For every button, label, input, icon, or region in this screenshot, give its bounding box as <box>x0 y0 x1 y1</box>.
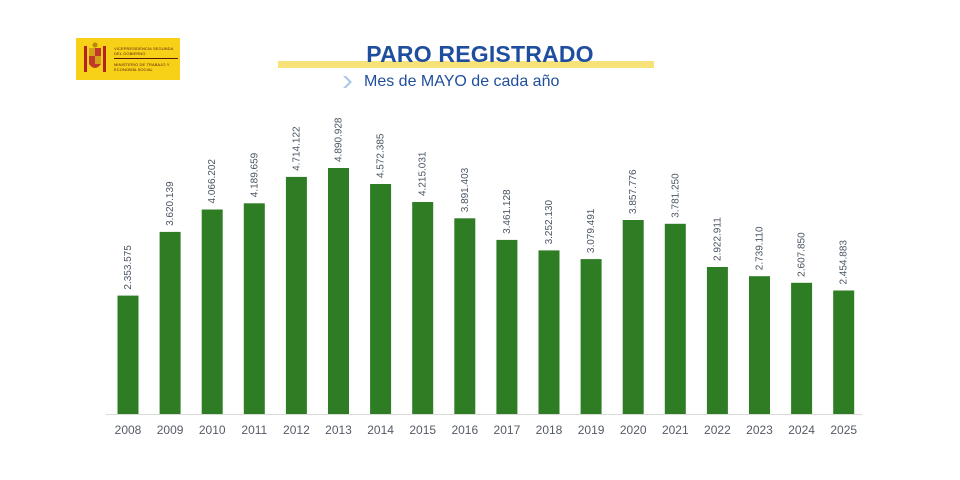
value-label-2014: 4.572.385 <box>376 133 387 178</box>
x-tick-label-2012: 2012 <box>283 423 310 437</box>
value-label-2008: 2.353.575 <box>123 245 134 290</box>
bar-2015 <box>412 202 434 414</box>
bar-2010 <box>201 209 223 414</box>
x-tick-label-2021: 2021 <box>662 423 689 437</box>
chart-title: PARO REGISTRADO <box>366 41 594 67</box>
x-tick-label-2024: 2024 <box>788 423 815 437</box>
x-tick-label-2018: 2018 <box>536 423 563 437</box>
bar-2016 <box>454 218 476 414</box>
coat-of-arms-icon <box>84 42 106 72</box>
bar-2014 <box>370 184 392 414</box>
subtitle-row: Mes de MAYO de cada año <box>340 73 559 91</box>
chevron-right-icon <box>343 76 352 88</box>
value-label-2017: 3.461.128 <box>502 189 513 234</box>
value-label-2018: 3.252.130 <box>544 200 555 245</box>
logo-line-1: VICEPRESIDENCIA SEGUNDA DEL GOBIERNO <box>114 45 174 56</box>
bar-2021 <box>664 223 686 414</box>
bar-2025 <box>833 290 855 414</box>
bar-2008 <box>117 295 139 414</box>
value-label-2021: 3.781.250 <box>670 173 681 218</box>
value-label-2025: 2.454.883 <box>839 240 850 285</box>
value-label-2010: 4.066.202 <box>207 159 218 204</box>
x-tick-label-2009: 2009 <box>157 423 184 437</box>
bar-2013 <box>328 168 349 414</box>
bar-2024 <box>791 282 813 414</box>
logo-text: VICEPRESIDENCIA SEGUNDA DEL GOBIERNO MIN… <box>114 45 178 73</box>
bar-2019 <box>580 259 602 414</box>
value-label-2011: 4.189.659 <box>249 152 260 197</box>
x-tick-label-2011: 2011 <box>241 423 267 437</box>
value-label-2020: 3.857.776 <box>628 169 639 214</box>
x-tick-label-2015: 2015 <box>409 423 436 437</box>
bar-2017 <box>496 239 518 414</box>
x-tick-label-2025: 2025 <box>830 423 857 437</box>
bar-2011 <box>243 203 265 414</box>
x-tick-label-2016: 2016 <box>451 423 478 437</box>
x-tick-label-2017: 2017 <box>494 423 521 437</box>
value-label-2016: 3.891.403 <box>460 167 471 212</box>
value-label-2023: 2.739.110 <box>755 226 766 270</box>
x-tick-label-2013: 2013 <box>325 423 352 437</box>
value-label-2019: 3.079.491 <box>586 208 597 253</box>
x-tick-label-2023: 2023 <box>746 423 773 437</box>
value-label-2012: 4.714.122 <box>291 126 302 171</box>
logo-line-2: MINISTERIO DE TRABAJO Y ECONOMÍA SOCIAL <box>114 62 170 73</box>
value-label-2024: 2.607.850 <box>797 232 808 277</box>
chart-subtitle: Mes de MAYO de cada año <box>364 73 560 90</box>
x-tick-label-2008: 2008 <box>115 423 142 437</box>
value-label-2013: 4.890.928 <box>334 117 345 162</box>
value-label-2022: 2.922.911 <box>712 217 723 261</box>
x-tick-label-2010: 2010 <box>199 423 226 437</box>
x-tick-label-2022: 2022 <box>704 423 731 437</box>
bar-2018 <box>538 250 560 414</box>
x-tick-label-2019: 2019 <box>578 423 605 437</box>
bar-2012 <box>285 176 307 414</box>
value-label-2009: 3.620.139 <box>165 181 176 226</box>
bar-2023 <box>749 276 770 414</box>
ministry-logo: VICEPRESIDENCIA SEGUNDA DEL GOBIERNO MIN… <box>76 38 180 80</box>
x-tick-label-2014: 2014 <box>367 423 394 437</box>
x-tick-label-2020: 2020 <box>620 423 647 437</box>
value-label-2015: 4.215.031 <box>418 151 429 196</box>
bar-2020 <box>622 220 644 414</box>
bar-2022 <box>706 267 728 414</box>
title-underline-bar <box>278 61 654 68</box>
bar-2009 <box>159 231 181 414</box>
